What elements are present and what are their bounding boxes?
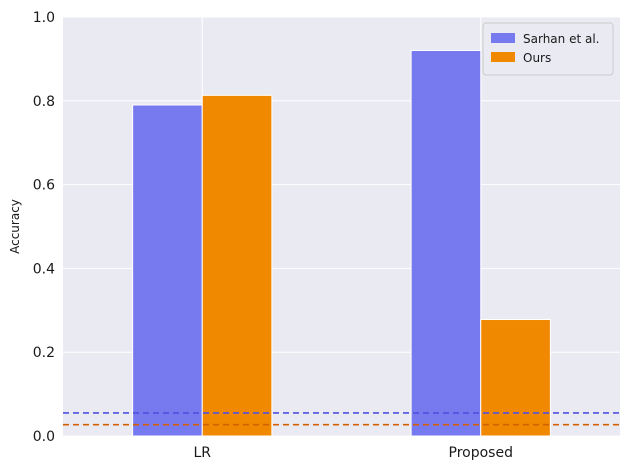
y-tick-label: 0.8 xyxy=(33,94,55,110)
tick-labels: 0.0 0.2 0.4 0.6 0.8 1.0 LR Proposed xyxy=(33,10,513,461)
y-tick-label: 0.2 xyxy=(33,345,55,361)
legend-box xyxy=(482,22,614,76)
y-axis-label: Accuracy xyxy=(8,199,22,254)
legend-label-sarhan: Sarhan et al. xyxy=(523,32,599,46)
bar xyxy=(410,50,482,437)
y-tick-label: 0.0 xyxy=(33,429,55,445)
bar xyxy=(480,319,551,437)
y-tick-label: 0.6 xyxy=(33,178,55,194)
legend-swatch-sarhan xyxy=(491,33,515,43)
legend-label-ours: Ours xyxy=(523,51,551,65)
x-tick-label: LR xyxy=(193,445,211,461)
y-tick-label: 0.4 xyxy=(33,261,55,277)
bar xyxy=(132,104,203,437)
bars xyxy=(132,50,551,437)
x-tick-label: Proposed xyxy=(449,445,513,461)
legend-swatch-ours xyxy=(491,52,515,62)
legend: Sarhan et al. Ours xyxy=(482,22,614,76)
bar xyxy=(201,94,273,437)
reference-lines xyxy=(63,412,620,426)
y-tick-label: 1.0 xyxy=(33,10,55,26)
